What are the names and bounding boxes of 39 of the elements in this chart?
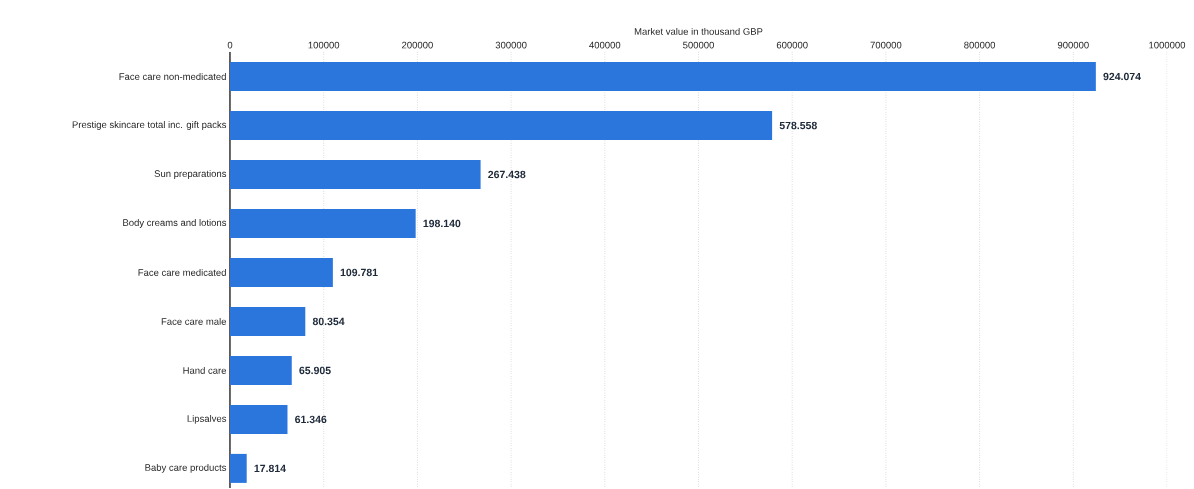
data-label: 65.905 xyxy=(299,366,331,375)
bar xyxy=(230,111,773,141)
y-tick-label: Baby care products xyxy=(145,464,227,473)
x-tick-label: 1000000 xyxy=(1149,41,1186,49)
x-tick-label: 200000 xyxy=(402,41,433,49)
y-tick-label: Face care male xyxy=(161,318,227,326)
y-tick-label: Prestige skincare total inc. gift packs xyxy=(72,121,227,131)
x-tick-label: 700000 xyxy=(870,41,902,49)
data-label: 109.781 xyxy=(340,268,378,277)
x-tick-label: 800000 xyxy=(964,41,996,49)
x-tick-label: 600000 xyxy=(776,41,808,49)
y-tick-label: Lipsalves xyxy=(187,415,227,424)
data-label: 267.438 xyxy=(488,170,526,179)
data-label: 924.074 xyxy=(1103,72,1141,81)
y-tick-label: Body creams and lotions xyxy=(123,219,227,229)
y-tick-label: Face care medicated xyxy=(138,269,226,277)
bar xyxy=(230,356,292,386)
data-label: 80.354 xyxy=(312,317,345,326)
bar xyxy=(230,209,416,239)
data-label: 198.140 xyxy=(423,219,461,228)
x-axis-title: Market value in thousand GBP xyxy=(634,28,763,35)
bar xyxy=(230,405,288,435)
y-tick-label: Face care non-medicated xyxy=(119,73,226,81)
data-label: 17.814 xyxy=(254,464,286,473)
y-tick-label: Hand care xyxy=(183,367,227,375)
bar xyxy=(230,62,1096,92)
bar xyxy=(230,307,306,337)
x-tick-label: 100000 xyxy=(308,41,340,49)
bar xyxy=(230,258,333,288)
data-label: 578.558 xyxy=(779,121,817,130)
x-tick-label: 400000 xyxy=(589,41,621,49)
x-tick-label: 900000 xyxy=(1057,41,1089,49)
x-tick-label: 300000 xyxy=(495,41,527,49)
bar xyxy=(230,160,481,190)
y-tick-label: Sun preparations xyxy=(154,170,227,180)
bar xyxy=(230,454,247,484)
data-label: 61.346 xyxy=(295,415,327,424)
x-tick-label: 0 xyxy=(227,41,233,49)
x-tick-label: 500000 xyxy=(683,41,714,49)
